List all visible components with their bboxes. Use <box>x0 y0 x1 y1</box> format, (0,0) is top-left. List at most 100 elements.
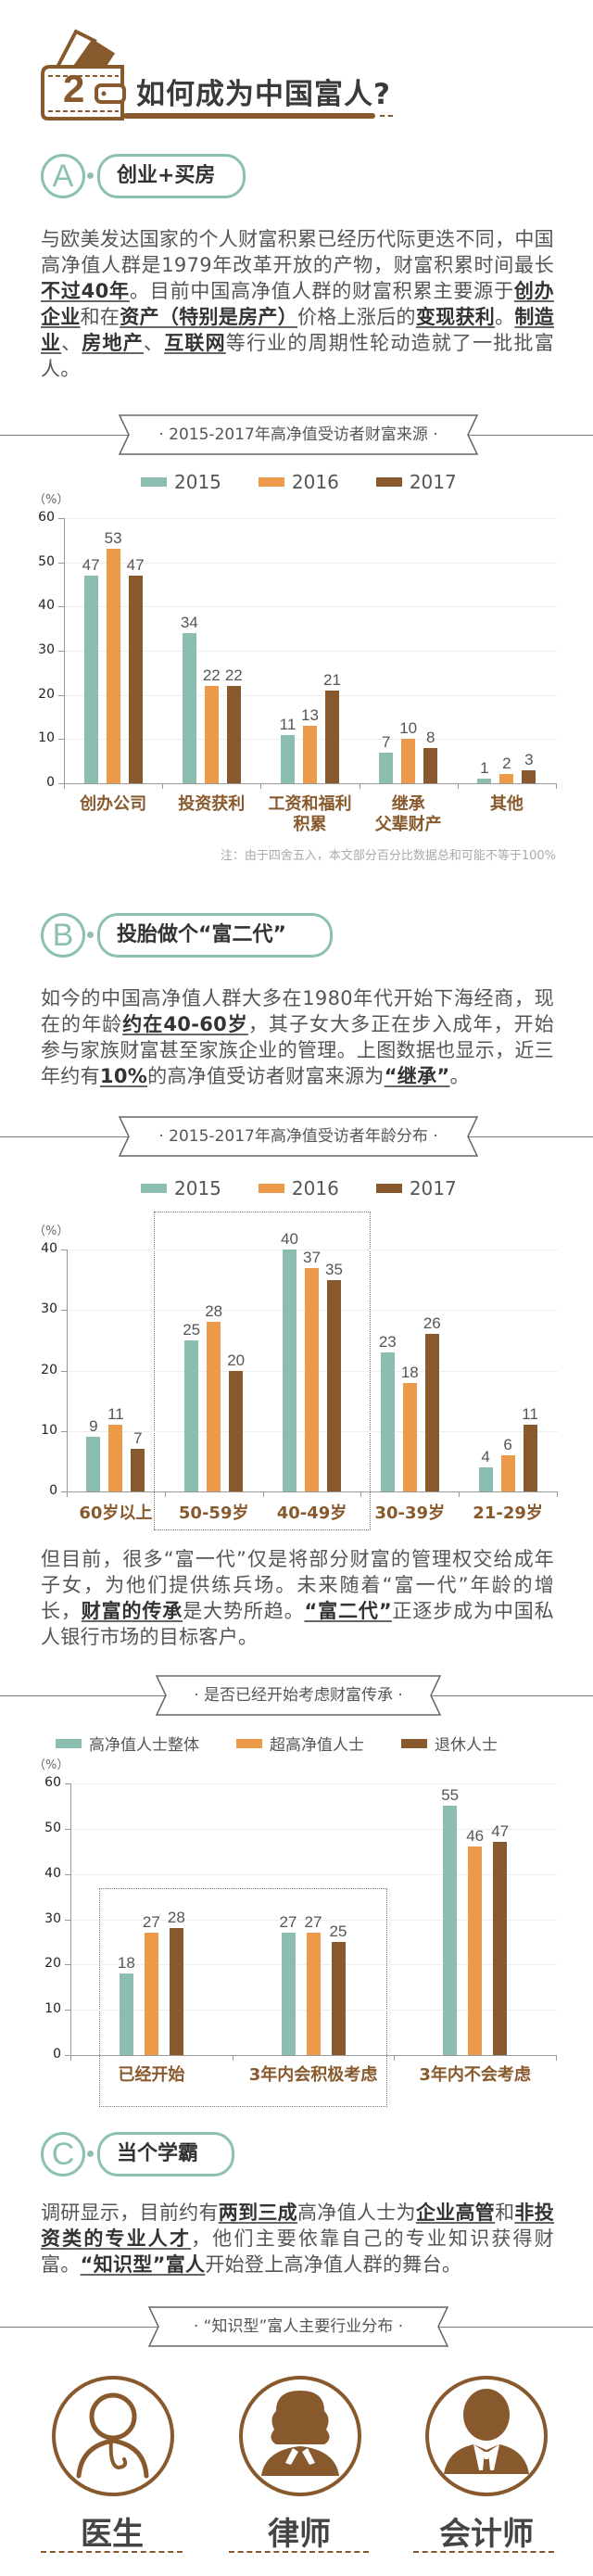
gridline <box>71 1873 557 1875</box>
y-tick-mark <box>61 1430 67 1432</box>
value-label: 25 <box>329 1922 347 1940</box>
category-label: 已经开始 <box>118 2065 185 2085</box>
x-axis-line <box>64 783 556 784</box>
x-axis-line <box>67 1491 557 1492</box>
legend-swatch <box>258 477 284 487</box>
bar-2016 <box>108 1425 123 1491</box>
bar-退休人士 <box>169 1928 183 2055</box>
body-text: ，其子女大多正在步入成年，开始参与家族财富甚至家族企业的管理。上图数据也显示，近… <box>41 1013 554 1087</box>
legend-swatch <box>141 1184 167 1193</box>
bar-2015 <box>283 1250 296 1491</box>
value-label: 46 <box>466 1827 485 1846</box>
emphasis-text: 制造业 <box>41 306 554 354</box>
y-tick-mark <box>65 1828 70 1830</box>
value-label: 22 <box>224 666 243 685</box>
lawyer-icon <box>237 2374 363 2502</box>
chart2-unit: （%） <box>33 1225 69 1238</box>
body-text: 、 <box>144 332 165 354</box>
value-label: 18 <box>117 1954 135 1973</box>
section-c-letter: C <box>41 2132 85 2176</box>
y-tick-label: 60 <box>38 510 55 525</box>
legend-swatch <box>236 1738 262 1748</box>
bar-超高净值人士 <box>144 1933 158 2055</box>
bar-2017 <box>423 747 438 783</box>
body-text: 是大势所趋。 <box>183 1600 305 1622</box>
gridline <box>65 694 557 696</box>
category-label: 40-49岁 <box>276 1504 347 1523</box>
bar-2017 <box>424 1334 439 1491</box>
emphasis-text: “继承” <box>384 1065 450 1087</box>
emphasis-text: 企业高管 <box>415 2202 496 2224</box>
value-label: 21 <box>323 670 341 689</box>
legend-label: 2016 <box>291 1177 339 1199</box>
emphasis-text: 房地产 <box>82 332 144 354</box>
professions-title: · “知识型”富人主要行业分布 · <box>193 2317 404 2336</box>
emphasis-text: 两到三成 <box>218 2202 297 2224</box>
badge-dot <box>87 172 94 179</box>
chart3-title: · 是否已经开始考虑财富传承 · <box>194 1686 403 1705</box>
section-c-heading: 当个学霸 <box>97 2132 234 2176</box>
y-tick-label: 40 <box>44 1865 61 1881</box>
body-text: 调研显示，目前约有 <box>41 2202 219 2224</box>
category-label: 21-29岁 <box>473 1504 543 1523</box>
category-label: 投资获利 <box>178 794 246 814</box>
legend-label: 高净值人士整体 <box>89 1736 199 1755</box>
legend-item: 超高净值人士 <box>236 1732 364 1755</box>
legend-item: 2016 <box>258 471 339 493</box>
y-tick-mark <box>58 651 64 652</box>
body-text: 价格上涨后的 <box>297 306 416 328</box>
y-tick-mark <box>65 1964 70 1966</box>
professions-banner: · “知识型”富人主要行业分布 · <box>148 2306 448 2347</box>
bar-2016 <box>305 1267 319 1491</box>
value-label: 27 <box>279 1913 297 1932</box>
section-b-letter: B <box>41 913 85 958</box>
x-tick-mark <box>262 1491 264 1497</box>
x-tick-mark <box>70 2055 71 2061</box>
doctor-icon <box>50 2374 176 2502</box>
dashed-divider <box>229 2551 369 2553</box>
chart1-banner: · 2015-2017年高净值受访者财富来源 · <box>119 414 478 455</box>
profession-label: 医生 <box>81 2516 144 2553</box>
value-label: 40 <box>281 1230 298 1248</box>
emphasis-text: 财富的传承 <box>81 1600 183 1622</box>
bar-高净值人士整体 <box>443 1806 458 2055</box>
value-label: 1 <box>480 759 489 778</box>
legend-swatch <box>56 1738 82 1748</box>
value-label: 47 <box>126 555 145 574</box>
body-text: 开始登上高净值人群的舞台。 <box>205 2253 462 2276</box>
section-b-paragraph: 如今的中国高净值人群大多在1980年代开始下海经商，现在的年龄约在40-60岁，… <box>41 985 554 1089</box>
chart3-banner: · 是否已经开始考虑财富传承 · <box>156 1675 441 1716</box>
body-text: 和 <box>495 2202 515 2224</box>
x-axis-line <box>70 2055 556 2056</box>
bar-2015 <box>380 1351 395 1491</box>
emphasis-text: 变现获利 <box>415 306 496 328</box>
emphasis-text: “富二代” <box>304 1600 392 1622</box>
value-label: 47 <box>491 1822 510 1841</box>
highlight-box <box>99 1888 387 2107</box>
value-label: 55 <box>441 1786 460 1805</box>
bar-2017 <box>128 575 143 783</box>
title-dash <box>380 115 393 117</box>
bar-高净值人士整体 <box>119 1973 133 2055</box>
body-text: 如今的中国高净值人群大多在1980年代开始下海经商，现在的年龄 <box>41 987 554 1035</box>
legend-swatch <box>375 477 402 487</box>
legend-item: 退休人士 <box>401 1732 498 1755</box>
value-label: 7 <box>133 1429 143 1448</box>
y-tick-label: 10 <box>38 730 55 746</box>
category-label: 3年内不会考虑 <box>419 2065 531 2085</box>
legend-swatch <box>401 1738 427 1748</box>
emphasis-text: 资产（特别是房产） <box>120 306 297 328</box>
bar-2017 <box>327 1279 341 1491</box>
x-tick-mark <box>162 783 164 789</box>
body-text: 、 <box>61 332 82 354</box>
legend-label: 2016 <box>291 471 339 493</box>
y-tick-label: 20 <box>41 1362 57 1377</box>
bar-超高净值人士 <box>468 1846 483 2055</box>
category-label: 50-59岁 <box>178 1504 249 1523</box>
value-label: 10 <box>399 719 418 738</box>
x-tick-mark <box>67 1491 68 1497</box>
x-tick-mark <box>260 783 262 789</box>
value-label: 23 <box>378 1332 397 1351</box>
category-label: 30-39岁 <box>374 1504 446 1523</box>
profession-label: 律师 <box>268 2516 331 2553</box>
